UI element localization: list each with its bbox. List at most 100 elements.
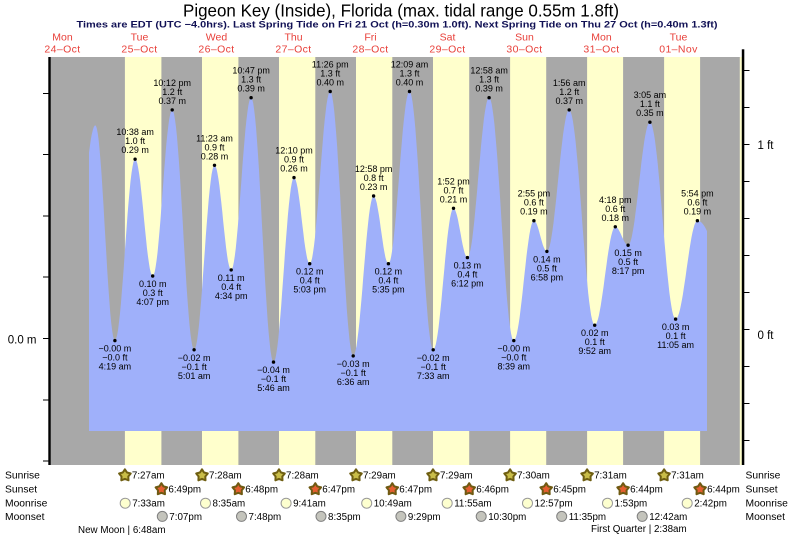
svg-text:Wed: Wed <box>206 32 228 44</box>
svg-text:−0.1 ft: −0.1 ft <box>181 362 207 372</box>
svg-text:7:07pm: 7:07pm <box>169 512 202 523</box>
svg-text:5:01 am: 5:01 am <box>178 371 211 381</box>
svg-text:0.28 m: 0.28 m <box>201 151 229 161</box>
svg-text:6:47pm: 6:47pm <box>399 485 432 496</box>
svg-text:Moonrise: Moonrise <box>746 499 789 510</box>
svg-text:11:55am: 11:55am <box>454 498 491 509</box>
svg-text:9:41am: 9:41am <box>293 498 326 509</box>
svg-text:10:30pm: 10:30pm <box>488 512 526 523</box>
svg-text:Moonrise: Moonrise <box>5 499 48 510</box>
svg-text:12:57pm: 12:57pm <box>535 498 573 509</box>
svg-text:6:44pm: 6:44pm <box>630 485 663 496</box>
svg-text:Thu: Thu <box>284 32 302 44</box>
svg-text:Tue: Tue <box>131 32 149 44</box>
svg-text:0.3 ft: 0.3 ft <box>143 288 164 298</box>
svg-text:0.15 m: 0.15 m <box>614 248 642 258</box>
svg-text:0.14 m: 0.14 m <box>533 254 561 264</box>
svg-text:27–Oct: 27–Oct <box>275 44 311 56</box>
svg-text:0.1 ft: 0.1 ft <box>585 337 606 347</box>
svg-text:1:56 am: 1:56 am <box>553 78 586 88</box>
svg-text:−0.03 m: −0.03 m <box>337 359 370 369</box>
svg-text:6:48pm: 6:48pm <box>245 485 278 496</box>
svg-text:0.39 m: 0.39 m <box>475 84 503 94</box>
svg-text:0.6 ft: 0.6 ft <box>605 204 626 214</box>
svg-text:Sunset: Sunset <box>5 485 37 496</box>
svg-text:7:28am: 7:28am <box>209 471 242 482</box>
svg-text:24–Oct: 24–Oct <box>44 44 80 56</box>
svg-text:0.12 m: 0.12 m <box>375 267 403 277</box>
svg-text:−0.0 ft: −0.0 ft <box>102 353 128 363</box>
svg-text:11:26 pm: 11:26 pm <box>312 60 349 70</box>
svg-text:0.26 m: 0.26 m <box>280 164 308 174</box>
svg-text:6:44pm: 6:44pm <box>707 485 740 496</box>
svg-text:25–Oct: 25–Oct <box>121 44 157 56</box>
svg-text:7:29am: 7:29am <box>363 471 396 482</box>
svg-text:0 ft: 0 ft <box>758 330 775 342</box>
svg-text:1.3 ft: 1.3 ft <box>241 75 262 85</box>
svg-text:8:17 pm: 8:17 pm <box>612 266 645 276</box>
svg-text:1.3 ft: 1.3 ft <box>399 69 420 79</box>
svg-text:0.10 m: 0.10 m <box>139 279 167 289</box>
svg-text:7:30am: 7:30am <box>517 471 550 482</box>
svg-text:0.39 m: 0.39 m <box>237 84 265 94</box>
svg-text:0.4 ft: 0.4 ft <box>300 276 321 286</box>
svg-text:5:54 pm: 5:54 pm <box>681 189 714 199</box>
svg-text:0.11 m: 0.11 m <box>218 273 245 283</box>
svg-text:9:52 am: 9:52 am <box>578 346 611 356</box>
svg-text:7:28am: 7:28am <box>286 471 319 482</box>
svg-text:0.9 ft: 0.9 ft <box>284 155 305 165</box>
svg-text:Sun: Sun <box>515 32 534 44</box>
svg-text:8:35am: 8:35am <box>213 498 246 509</box>
svg-text:0.40 m: 0.40 m <box>396 78 424 88</box>
svg-text:12:58 am: 12:58 am <box>470 66 508 76</box>
svg-text:−0.02 m: −0.02 m <box>417 353 450 363</box>
svg-text:−0.1 ft: −0.1 ft <box>341 368 367 378</box>
svg-text:Mon: Mon <box>52 32 73 44</box>
svg-text:First Quarter | 2:38am: First Quarter | 2:38am <box>591 524 687 535</box>
svg-text:−0.00 m: −0.00 m <box>497 344 530 354</box>
svg-text:11:35pm: 11:35pm <box>569 512 606 523</box>
svg-text:−0.1 ft: −0.1 ft <box>261 374 287 384</box>
svg-text:2:55 pm: 2:55 pm <box>518 189 551 199</box>
svg-text:01–Nov: 01–Nov <box>659 44 698 56</box>
svg-text:0.4 ft: 0.4 ft <box>221 282 242 292</box>
svg-text:Moonset: Moonset <box>5 512 45 523</box>
svg-text:7:33 am: 7:33 am <box>417 371 450 381</box>
svg-text:−0.0 ft: −0.0 ft <box>501 353 527 363</box>
svg-text:1:52 pm: 1:52 pm <box>437 176 470 186</box>
svg-text:29–Oct: 29–Oct <box>429 44 465 56</box>
svg-text:Sunrise: Sunrise <box>5 471 40 482</box>
svg-text:New Moon | 6:48am: New Moon | 6:48am <box>78 525 166 536</box>
svg-text:10:12 pm: 10:12 pm <box>153 78 191 88</box>
svg-text:6:45pm: 6:45pm <box>553 485 586 496</box>
svg-text:−0.02 m: −0.02 m <box>178 353 211 363</box>
svg-text:6:47pm: 6:47pm <box>322 485 355 496</box>
svg-text:−0.04 m: −0.04 m <box>257 365 290 375</box>
svg-text:0.9 ft: 0.9 ft <box>204 142 225 152</box>
svg-text:0.6 ft: 0.6 ft <box>524 198 545 208</box>
svg-text:1:53pm: 1:53pm <box>615 498 648 509</box>
svg-text:30–Oct: 30–Oct <box>506 44 542 56</box>
svg-text:0.5 ft: 0.5 ft <box>537 263 558 273</box>
svg-text:7:48pm: 7:48pm <box>249 512 282 523</box>
svg-text:0.19 m: 0.19 m <box>684 207 712 217</box>
svg-text:4:07 pm: 4:07 pm <box>136 297 169 307</box>
svg-text:Mon: Mon <box>591 32 612 44</box>
svg-text:0.7 ft: 0.7 ft <box>443 185 464 195</box>
svg-text:4:34 pm: 4:34 pm <box>215 291 248 301</box>
svg-text:7:27am: 7:27am <box>132 471 165 482</box>
svg-text:6:46pm: 6:46pm <box>476 485 509 496</box>
svg-text:1.3 ft: 1.3 ft <box>479 75 500 85</box>
svg-text:Tue: Tue <box>670 32 688 44</box>
svg-text:0.12 m: 0.12 m <box>296 267 324 277</box>
svg-text:0.37 m: 0.37 m <box>555 96 583 106</box>
svg-text:12:58 pm: 12:58 pm <box>355 164 393 174</box>
svg-text:9:29pm: 9:29pm <box>408 512 441 523</box>
svg-text:8:39 am: 8:39 am <box>498 362 531 372</box>
svg-text:26–Oct: 26–Oct <box>198 44 234 56</box>
svg-text:1.0 ft: 1.0 ft <box>125 136 146 146</box>
svg-text:Times are EDT (UTC −4.0hrs). L: Times are EDT (UTC −4.0hrs). Last Spring… <box>77 20 718 30</box>
svg-text:31–Oct: 31–Oct <box>583 44 619 56</box>
svg-text:3:05 am: 3:05 am <box>634 90 667 100</box>
svg-text:0.13 m: 0.13 m <box>454 261 482 271</box>
